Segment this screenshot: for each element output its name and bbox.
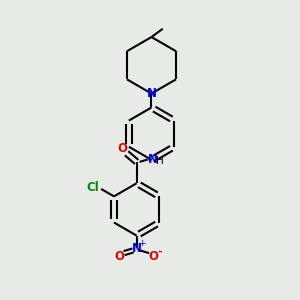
Text: N: N bbox=[132, 242, 142, 255]
Text: O: O bbox=[114, 250, 124, 263]
Text: H: H bbox=[156, 156, 164, 166]
Text: O: O bbox=[149, 250, 159, 263]
Text: -: - bbox=[158, 247, 162, 256]
Text: N: N bbox=[146, 87, 157, 100]
Text: +: + bbox=[138, 238, 146, 247]
Text: N: N bbox=[148, 153, 158, 166]
Text: O: O bbox=[118, 142, 128, 155]
Text: Cl: Cl bbox=[86, 181, 99, 194]
